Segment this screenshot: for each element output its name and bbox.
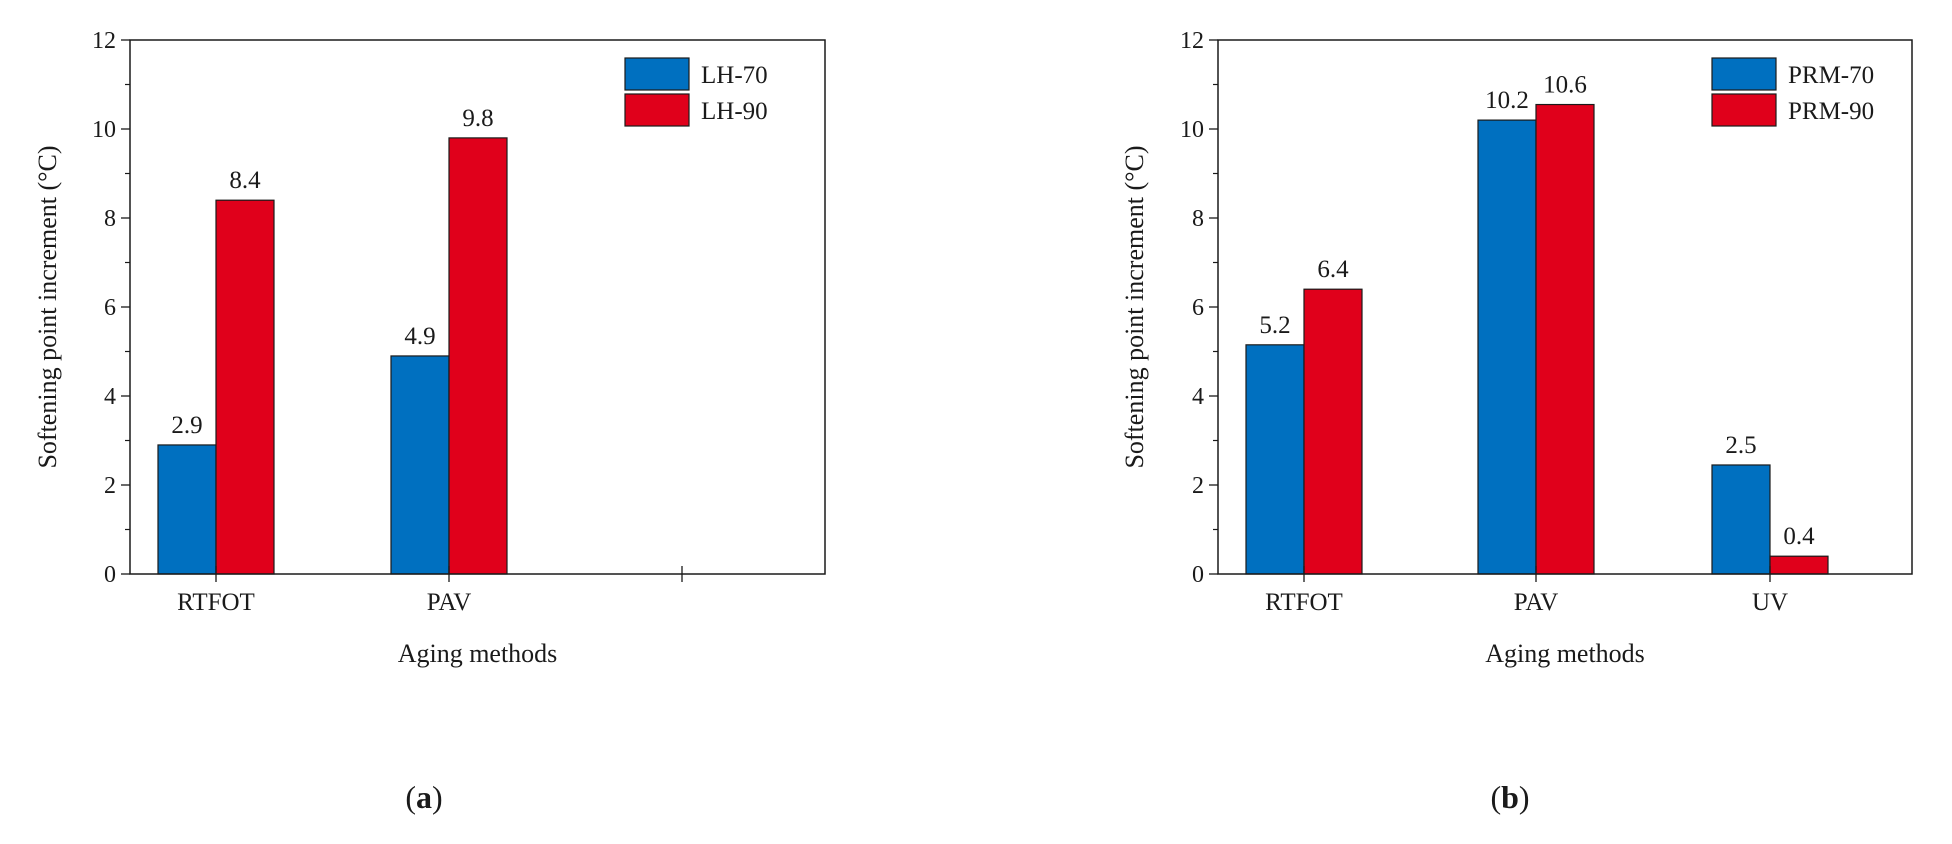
chart-b: 5.2 10.2 2.5 6.4 10.6 0.4 0 2 4 6 8 10 12 RTFOT PAV UV A…	[1120, 28, 1913, 668]
y-tick-label: 8	[1192, 206, 1204, 232]
bar-lh-70-pav	[390, 355, 450, 575]
y-tick-label: 12	[1180, 28, 1204, 54]
legend-label-prm-70: PRM-70	[1788, 62, 1874, 89]
legend-swatch-prm-70	[1711, 57, 1777, 91]
y-tick-label: 6	[104, 295, 116, 321]
y-tick-label: 4	[1192, 384, 1204, 410]
y-tick-label: 12	[92, 28, 116, 54]
legend-swatch-lh-70	[624, 57, 690, 91]
chart-a: 2.9 4.9 8.4 9.8 0 2 4 6 8 10 12 RTFOT PAV Aging metho…	[33, 28, 826, 668]
data-label-prm-70-rtfot: 5.2	[1259, 312, 1290, 339]
data-label-lh-90-rtfot: 8.4	[229, 167, 261, 194]
y-tick-label: 8	[104, 206, 116, 232]
x-tick-label-rtfot: RTFOT	[177, 589, 255, 616]
data-label-lh-70-rtfot: 2.9	[171, 412, 202, 439]
y-tick-label: 10	[1180, 117, 1204, 143]
bar-prm-70-pav	[1477, 119, 1537, 575]
data-label-prm-70-uv: 2.5	[1725, 432, 1756, 459]
data-label-prm-70-pav: 10.2	[1485, 87, 1529, 114]
bar-prm-90-pav	[1535, 103, 1595, 575]
x-axis-title: Aging methods	[398, 639, 558, 668]
y-tick-label: 2	[104, 473, 116, 499]
panel-label-b: (b)	[1490, 779, 1529, 815]
panel-label-a: (a)	[405, 779, 442, 815]
y-tick-label: 0	[1192, 562, 1204, 588]
x-tick-label-pav: PAV	[427, 589, 472, 616]
bar-lh-70-rtfot	[157, 444, 217, 575]
y-tick-label: 6	[1192, 295, 1204, 321]
bar-prm-70-rtfot	[1245, 344, 1305, 575]
y-axis-title: Softening point increment (°C)	[33, 145, 62, 468]
data-label-lh-70-pav: 4.9	[404, 323, 435, 350]
bar-lh-90-rtfot	[215, 199, 275, 575]
data-label-prm-90-pav: 10.6	[1543, 72, 1587, 99]
x-axis-title: Aging methods	[1485, 639, 1645, 668]
data-label-lh-90-pav: 9.8	[462, 105, 493, 132]
x-tick-label-uv: UV	[1752, 589, 1788, 616]
data-label-prm-90-rtfot: 6.4	[1317, 256, 1349, 283]
data-label-prm-90-uv: 0.4	[1783, 523, 1815, 550]
y-axis-title: Softening point increment (°C)	[1120, 145, 1149, 468]
y-tick-label: 2	[1192, 473, 1204, 499]
y-tick-label: 0	[104, 562, 116, 588]
bar-lh-90-pav	[448, 137, 508, 575]
legend-label-prm-90: PRM-90	[1788, 98, 1874, 125]
legend-label-lh-90: LH-90	[701, 98, 768, 125]
legend-swatch-lh-90	[624, 93, 690, 127]
legend-label-lh-70: LH-70	[701, 62, 768, 89]
y-tick-label: 4	[104, 384, 116, 410]
bar-prm-90-uv	[1769, 555, 1829, 575]
legend-swatch-prm-90	[1711, 93, 1777, 127]
y-tick-label: 10	[92, 117, 116, 143]
bar-prm-90-rtfot	[1303, 288, 1363, 575]
x-tick-label-pav: PAV	[1514, 589, 1559, 616]
bar-prm-70-uv	[1711, 464, 1771, 575]
x-tick-label-rtfot: RTFOT	[1265, 589, 1343, 616]
